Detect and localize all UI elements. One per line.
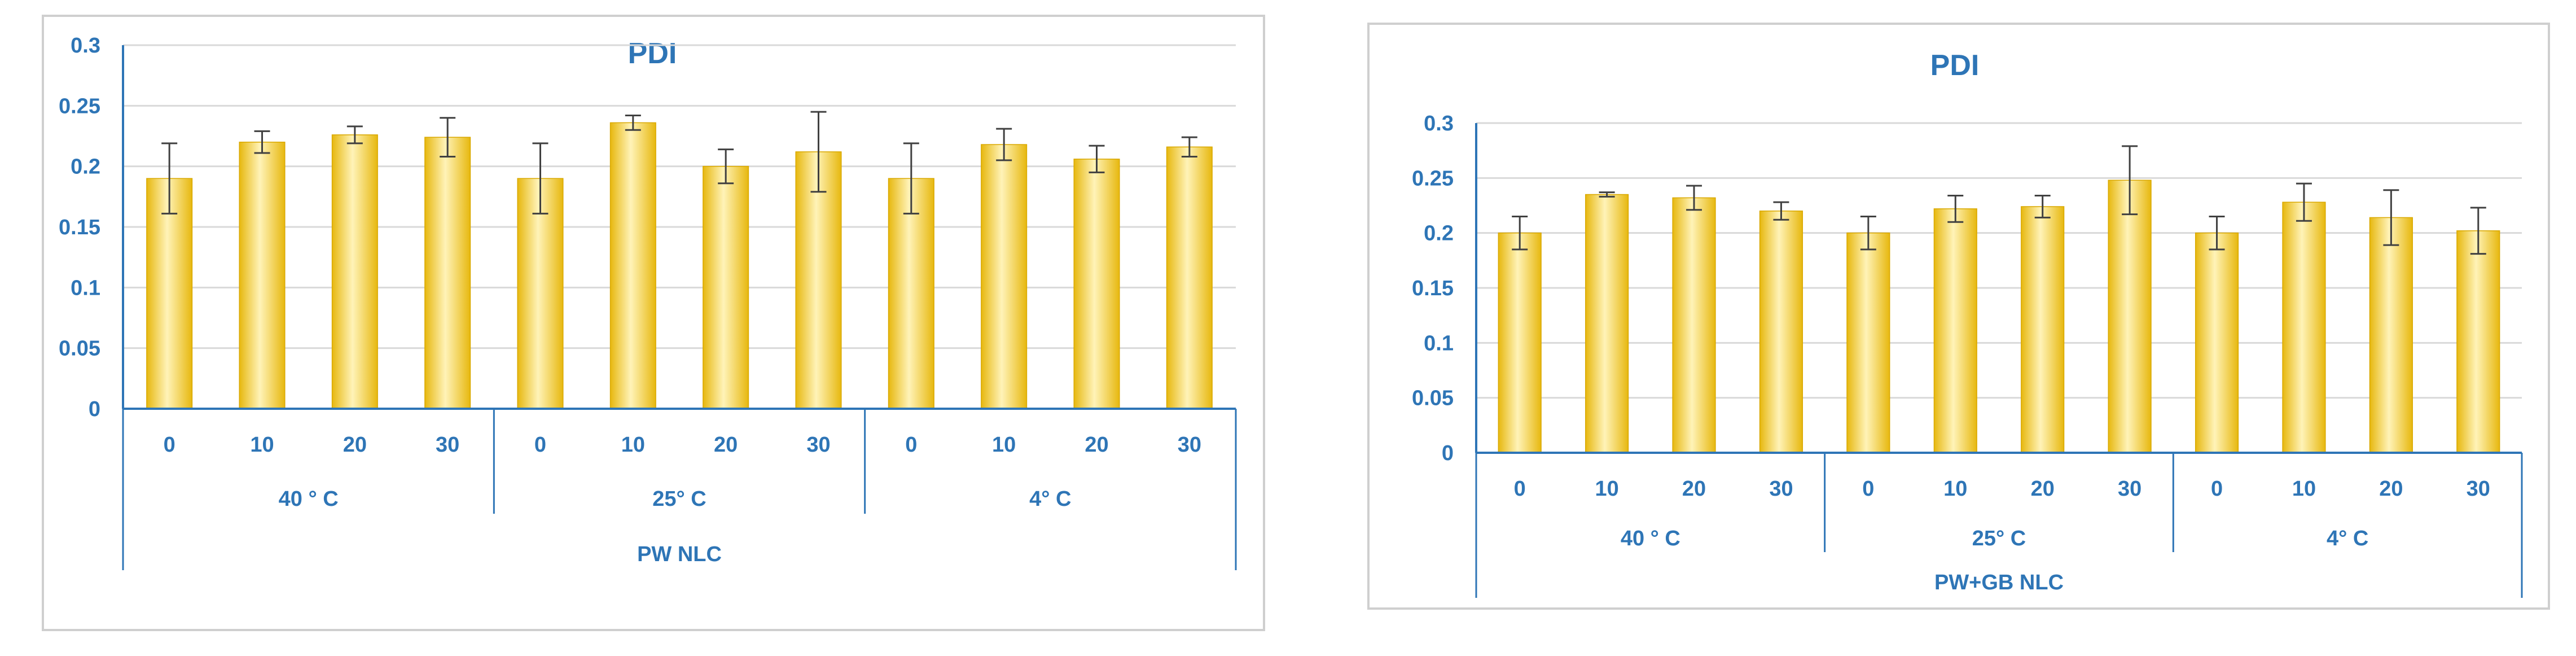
bar bbox=[331, 134, 378, 409]
x-tick-label: 30 bbox=[2118, 477, 2141, 501]
y-tick-label: 0.25 bbox=[59, 94, 100, 118]
bar bbox=[2282, 202, 2326, 453]
bar-chart-pw-nlc: PDI 0 0.05 0.1 0.15 0.2 0.25 0.3 0 10 20 30 0 10 20 30 0… bbox=[59, 34, 1237, 570]
bar bbox=[424, 137, 471, 409]
y-tick-label: 0.15 bbox=[59, 216, 100, 239]
bar bbox=[2021, 206, 2065, 453]
bar bbox=[1759, 210, 1803, 453]
x-tick-label: 0 bbox=[1862, 477, 1874, 501]
x-tick-label: 10 bbox=[1943, 477, 1967, 501]
y-tick-label: 0.2 bbox=[1424, 222, 1454, 246]
x-tick-label: 20 bbox=[2031, 477, 2055, 501]
bar bbox=[1672, 197, 1716, 453]
y-tick-label: 0.15 bbox=[1412, 277, 1454, 300]
y-tick-label: 0.2 bbox=[71, 155, 100, 179]
x-tick-label: 20 bbox=[2379, 477, 2403, 501]
bar bbox=[239, 141, 286, 409]
bar bbox=[1585, 194, 1629, 453]
bar bbox=[1498, 232, 1542, 453]
chart-title: PDI bbox=[1930, 49, 1980, 82]
group-label: 4° C bbox=[1029, 487, 1071, 511]
bar bbox=[517, 178, 564, 409]
x-tick-label: 30 bbox=[806, 433, 830, 457]
x-tick-label: 20 bbox=[1682, 477, 1706, 501]
outer-category-label: PW NLC bbox=[637, 543, 722, 566]
bar bbox=[703, 165, 749, 409]
x-tick-label: 10 bbox=[992, 433, 1016, 457]
y-tick-label: 0.3 bbox=[71, 34, 100, 58]
y-tick-label: 0 bbox=[1442, 441, 1454, 465]
bar-chart-pw-gb-nlc: PDI 0 0.05 0.1 0.15 0.2 0.25 0.3 0 10 20 30 0 10 20 30 0… bbox=[1412, 49, 2523, 598]
bar bbox=[981, 144, 1028, 409]
bar bbox=[1073, 159, 1120, 409]
bar bbox=[2108, 180, 2152, 453]
x-tick-label: 0 bbox=[1514, 477, 1526, 501]
y-tick-label: 0.05 bbox=[1412, 387, 1454, 410]
group-label: 25° C bbox=[652, 487, 706, 511]
x-tick-label: 20 bbox=[714, 433, 738, 457]
chart-panel-pw-gb-nlc: PDI 0 0.05 0.1 0.15 0.2 0.25 0.3 0 10 20 30 0 10 20 30 0… bbox=[1367, 23, 2550, 610]
y-tick-label: 0.25 bbox=[1412, 167, 1454, 190]
chart-panel-pw-nlc: PDI 0 0.05 0.1 0.15 0.2 0.25 0.3 0 10 20 30 0 10 20 30 0… bbox=[42, 15, 1265, 631]
x-tick-label: 0 bbox=[2211, 477, 2223, 501]
x-tick-label: 30 bbox=[2467, 477, 2490, 501]
x-tick-label: 10 bbox=[621, 433, 645, 457]
y-tick-label: 0.1 bbox=[1424, 331, 1454, 355]
x-tick-label: 10 bbox=[250, 433, 274, 457]
bar bbox=[1933, 208, 1977, 453]
bar bbox=[1166, 146, 1213, 409]
group-label: 25° C bbox=[1972, 527, 2026, 550]
y-tick-label: 0 bbox=[89, 397, 100, 421]
group-label: 40 ° C bbox=[1621, 527, 1680, 550]
x-tick-label: 30 bbox=[1769, 477, 1793, 501]
x-tick-label: 0 bbox=[905, 433, 917, 457]
bar bbox=[1846, 232, 1890, 453]
bar bbox=[609, 122, 656, 409]
x-tick-label: 10 bbox=[2292, 477, 2316, 501]
bar bbox=[2195, 232, 2239, 453]
y-tick-label: 0.3 bbox=[1424, 112, 1454, 135]
bar bbox=[888, 178, 934, 409]
bar bbox=[2456, 230, 2500, 453]
x-tick-label: 0 bbox=[164, 433, 175, 457]
y-tick-label: 0.1 bbox=[71, 276, 100, 300]
bar bbox=[795, 151, 842, 409]
x-tick-label: 30 bbox=[436, 433, 459, 457]
x-tick-label: 0 bbox=[534, 433, 546, 457]
x-tick-label: 20 bbox=[343, 433, 367, 457]
chart-title: PDI bbox=[628, 37, 677, 70]
group-label: 4° C bbox=[2327, 527, 2368, 550]
x-tick-label: 20 bbox=[1085, 433, 1108, 457]
group-label: 40 ° C bbox=[279, 487, 339, 511]
x-tick-label: 10 bbox=[1595, 477, 1618, 501]
outer-category-label: PW+GB NLC bbox=[1934, 571, 2064, 594]
bar bbox=[2369, 217, 2413, 453]
y-tick-label: 0.05 bbox=[59, 337, 100, 361]
x-tick-label: 30 bbox=[1178, 433, 1201, 457]
